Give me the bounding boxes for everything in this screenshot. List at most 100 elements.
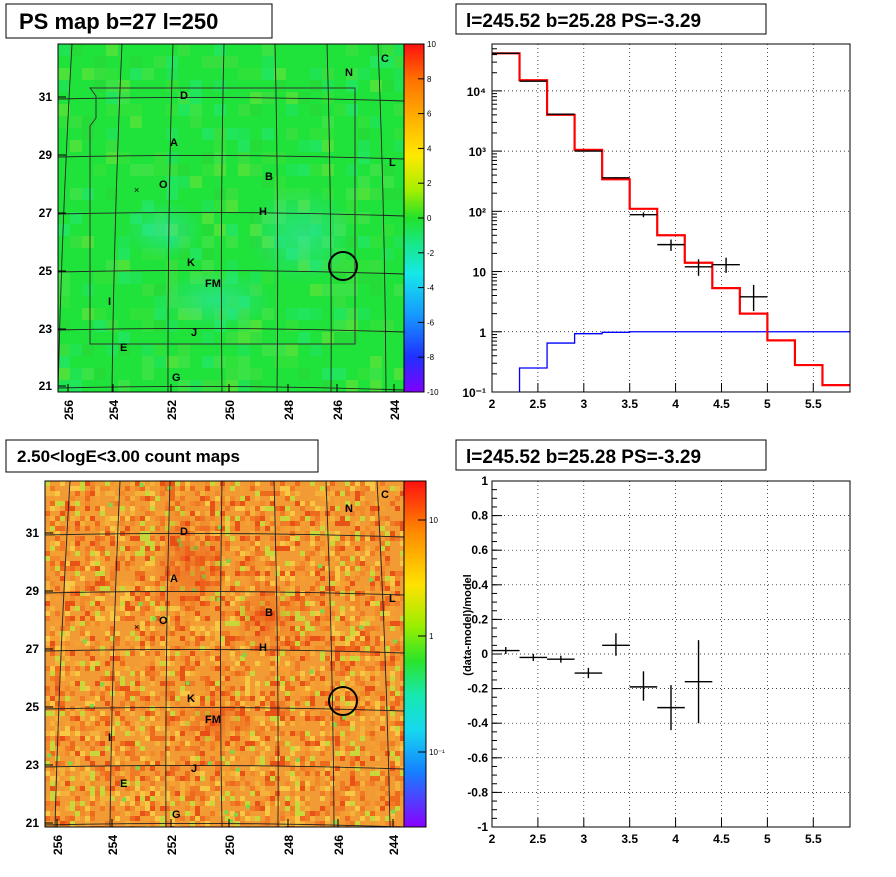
x-tick-label: 244 (388, 400, 402, 420)
x-tick-label: 252 (165, 835, 179, 855)
y-tick-label: 10⁴ (467, 85, 486, 99)
colorbar-tick-label: 10 (427, 40, 436, 49)
grid-meridian (326, 44, 332, 392)
spectrum-plot-area (492, 44, 850, 392)
y-tick-label: 0 (481, 647, 488, 661)
source-label-c: C (381, 489, 389, 501)
grid-parallel (45, 822, 404, 827)
y-tick-label: 23 (39, 322, 53, 336)
ps-cross-marker: × (134, 185, 139, 195)
count-map-title: 2.50<logE<3.00 count maps (17, 447, 240, 466)
source-label-h: H (259, 642, 267, 654)
y-tick-label: 10⁻¹ (462, 386, 486, 400)
count-x-ticks: 256 254 252 250 248 246 244 (51, 819, 401, 855)
grid-parallel (58, 96, 404, 102)
y-tick-label: 23 (26, 758, 40, 772)
spectrum-panel: l=245.52 b=25.28 PS=-3.29 2 2.5 3 3.5 4 4.5 5 5… (455, 3, 851, 411)
source-label-n: N (345, 67, 353, 79)
x-tick-label: 4.5 (713, 397, 730, 411)
source-label-d: D (180, 526, 188, 538)
x-tick-label: 246 (332, 835, 346, 855)
grid-parallel (45, 706, 404, 712)
source-label-j: J (191, 327, 197, 339)
grid-meridian (54, 481, 71, 827)
ps-source-labels: C N D A O L B H K FM I J E G (108, 53, 396, 384)
x-tick-label: 5 (764, 397, 771, 411)
x-tick-label: 3 (580, 397, 587, 411)
source-label-n: N (345, 503, 353, 515)
colorbar-tick-label: 2 (427, 179, 432, 188)
background-model-line (518, 331, 850, 392)
x-tick-label: 248 (282, 835, 296, 855)
grid-meridian (376, 481, 391, 827)
source-label-fm: FM (205, 278, 221, 290)
x-tick-label: 3 (580, 832, 587, 846)
grid-parallel (45, 532, 404, 538)
count-map-image: × (45, 481, 404, 827)
source-label-fm: FM (205, 714, 221, 726)
x-tick-label: 2.5 (530, 832, 547, 846)
x-tick-label: 4 (672, 832, 679, 846)
grid-parallel (58, 385, 404, 391)
colorbar-tick-label: -2 (427, 249, 435, 258)
y-tick-label: -0.8 (467, 785, 488, 799)
ps-y-ticks: 31 29 27 25 23 21 (39, 90, 66, 393)
grid-meridian (273, 481, 279, 827)
y-tick-label: 25 (26, 700, 40, 714)
y-tick-label: -1 (477, 820, 488, 834)
ps-x-ticks: 256 254 252 250 248 246 244 (62, 384, 402, 420)
target-circle-ps (328, 251, 358, 281)
count-y-ticks: 31 29 27 25 23 21 (26, 526, 53, 830)
y-tick-label: 0.4 (471, 578, 488, 592)
x-tick-label: 5.5 (805, 397, 822, 411)
colorbar-tick-label: 0 (427, 214, 432, 223)
spectrum-plot: 2 2.5 3 3.5 4 4.5 5 5.5 10⁻¹ 1 10 10² 10³ 10⁴ (462, 43, 851, 411)
y-tick-label: -0.4 (467, 716, 488, 730)
x-tick-label: 4.5 (713, 832, 730, 846)
colorbar-tick-label: -4 (427, 284, 435, 293)
residual-plot: 2 2.5 3 3.5 4 4.5 5 5.5 1 0.8 0.6 0.4 0.2 0 -0.2 -0.4 -0… (467, 474, 851, 846)
source-label-g: G (172, 372, 181, 384)
source-label-b: B (265, 171, 273, 183)
spectrum-title: l=245.52 b=25.28 PS=-3.29 (466, 11, 701, 32)
y-tick-label: 29 (39, 148, 53, 162)
source-label-j: J (191, 763, 197, 775)
x-tick-label: 246 (331, 400, 345, 420)
count-cross-marker: × (134, 622, 139, 632)
x-tick-label: 254 (106, 835, 120, 855)
x-tick-label: 256 (62, 400, 76, 420)
residual-plot-area (492, 481, 850, 827)
x-tick-label: 2 (489, 397, 496, 411)
y-tick-label: 31 (26, 526, 40, 540)
count-map-title-box (5, 439, 319, 473)
y-tick-label: 10³ (469, 145, 486, 159)
count-colorbar-frame (403, 480, 427, 828)
colorbar-tick-label: -8 (427, 353, 435, 362)
source-label-c: C (381, 53, 389, 65)
grid-meridian (109, 481, 121, 827)
x-tick-label: 5.5 (805, 832, 822, 846)
y-tick-label: 0.6 (471, 543, 488, 557)
colorbar-tick-label: -10 (427, 388, 439, 397)
y-tick-label: 1 (481, 474, 488, 488)
source-label-g: G (172, 809, 181, 821)
x-tick-label: 4 (672, 397, 679, 411)
ps-map-title: PS map b=27 l=250 (19, 9, 218, 34)
grid-meridian (167, 44, 174, 392)
spectrum-frame (491, 43, 851, 393)
grid-parallel (58, 327, 404, 333)
grid-parallel (45, 764, 404, 770)
grid-meridian (220, 44, 225, 392)
target-circle-count (328, 686, 358, 716)
count-coordinate-grid (45, 481, 404, 827)
source-label-k: K (187, 257, 195, 269)
x-tick-label: 256 (51, 835, 65, 855)
ps-coordinate-grid (58, 44, 404, 392)
colorbar-tick-label: 6 (427, 110, 432, 119)
y-tick-label: 29 (26, 584, 40, 598)
colorbar-tick-label: -6 (427, 318, 435, 327)
count-map-panel: 2.50<logE<3.00 count maps × C N D A O L B H K FM I… (5, 439, 445, 855)
grid-meridian (165, 481, 171, 827)
count-colorbar (404, 481, 426, 827)
